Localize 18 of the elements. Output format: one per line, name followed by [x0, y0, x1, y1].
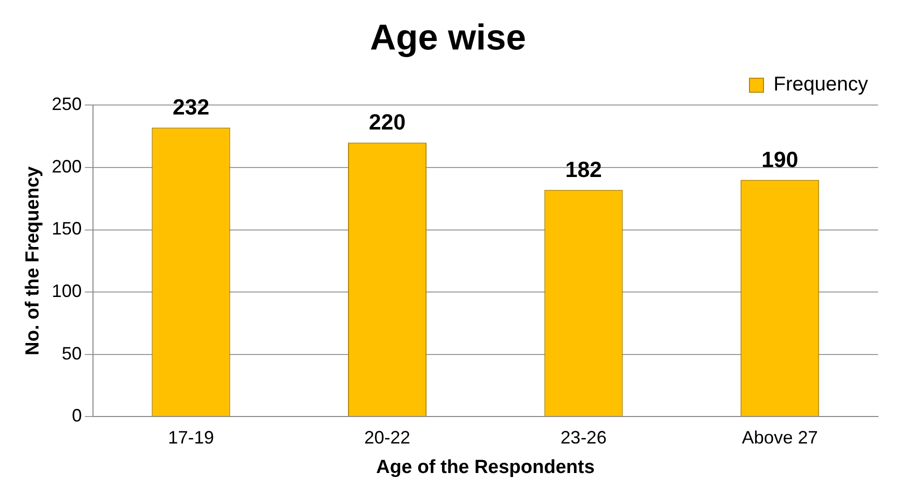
data-label: 232 — [172, 94, 210, 120]
y-tick-label: 0 — [72, 406, 82, 426]
data-label: 182 — [565, 156, 602, 182]
y-tick-label: 150 — [52, 218, 82, 239]
x-tick-label: 20-22 — [364, 427, 410, 448]
x-tick-label: Above 27 — [742, 427, 818, 448]
data-label: 190 — [761, 147, 798, 172]
data-label: 220 — [368, 110, 406, 135]
y-tick-label: 200 — [52, 156, 82, 176]
y-axis-title: No. of the Frequency — [22, 166, 44, 356]
y-tick-label: 250 — [52, 94, 82, 114]
x-tick-label: 23-26 — [560, 427, 607, 448]
chart-title: Age wise — [370, 16, 526, 58]
x-tick-label: 17-19 — [168, 427, 214, 448]
legend-label: Frequency — [774, 74, 868, 96]
y-tick-label: 50 — [62, 343, 82, 364]
y-tick-label: 100 — [52, 281, 82, 302]
x-axis-title: Age of the Respondents — [376, 456, 595, 478]
